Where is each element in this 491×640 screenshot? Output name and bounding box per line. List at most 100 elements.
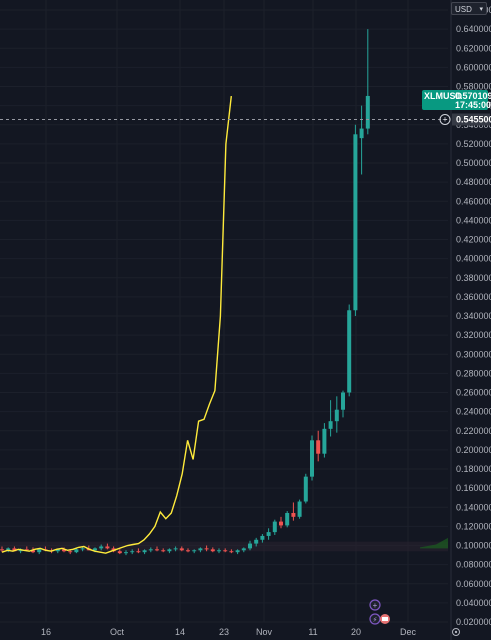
time-axis[interactable]: 16 Oct 14 23 Nov 11 20 Dec bbox=[41, 627, 417, 637]
volume-band-tail bbox=[420, 537, 448, 549]
y-tick-label: 0.440000 bbox=[456, 215, 491, 225]
crosshair-price-box bbox=[452, 113, 490, 126]
candle-body bbox=[68, 551, 73, 553]
price-axis[interactable]: 0.6600000.6400000.6200000.6000000.580000… bbox=[456, 5, 491, 627]
candle-body bbox=[161, 550, 166, 552]
candle-body bbox=[334, 409, 339, 422]
candle-body bbox=[31, 550, 35, 553]
y-tick-label: 0.380000 bbox=[456, 273, 491, 283]
x-tick-label: 20 bbox=[351, 627, 361, 637]
candle-body bbox=[12, 548, 17, 552]
add-alert-plus-glyph: + bbox=[442, 114, 447, 124]
candle-body bbox=[179, 548, 184, 551]
y-tick-label: 0.620000 bbox=[456, 43, 491, 53]
y-tick-label: 0.360000 bbox=[456, 292, 491, 302]
candle-body bbox=[303, 476, 308, 502]
volume-band-fill bbox=[0, 541, 448, 552]
y-tick-label: 0.640000 bbox=[456, 24, 491, 34]
y-tick-label: 0.460000 bbox=[456, 196, 491, 206]
y-tick-label: 0.580000 bbox=[456, 82, 491, 92]
candle-body bbox=[241, 548, 246, 551]
y-tick-label: 0.500000 bbox=[456, 158, 491, 168]
candle-body bbox=[55, 549, 60, 552]
event-lightning-glyph: ⚡ bbox=[373, 616, 378, 624]
candle-body bbox=[210, 549, 215, 552]
badge-price: 0.570109 bbox=[455, 91, 491, 101]
candle-body bbox=[0, 549, 4, 551]
candle-body bbox=[254, 539, 259, 544]
candle-body bbox=[124, 552, 128, 554]
candle-body bbox=[6, 548, 11, 551]
y-tick-label: 0.520000 bbox=[456, 139, 491, 149]
event-flag-stripes bbox=[382, 617, 388, 621]
y-tick-label: 0.200000 bbox=[456, 445, 491, 455]
compare-series-line bbox=[1, 96, 232, 554]
settings-gear-icon[interactable] bbox=[452, 628, 460, 636]
event-markers[interactable]: + ⚡ bbox=[369, 599, 390, 625]
candle-body bbox=[359, 128, 364, 139]
candle-body bbox=[167, 549, 172, 552]
candlestick-series bbox=[0, 29, 370, 556]
candle-body bbox=[235, 550, 240, 553]
candle-body bbox=[248, 543, 252, 549]
y-tick-label: 0.040000 bbox=[456, 598, 491, 608]
x-tick-label: 11 bbox=[308, 627, 317, 637]
x-tick-label: 14 bbox=[175, 627, 185, 637]
candle-body bbox=[297, 501, 302, 517]
candle-body bbox=[266, 532, 271, 536]
volume-band bbox=[0, 537, 448, 552]
candle-body bbox=[80, 548, 85, 550]
candle-body bbox=[198, 548, 203, 551]
x-tick-label: Oct bbox=[110, 627, 125, 637]
event-plus-glyph: + bbox=[373, 601, 378, 610]
y-tick-label: 0.080000 bbox=[456, 560, 491, 570]
candle-body bbox=[291, 512, 296, 517]
candle-body bbox=[353, 134, 358, 311]
candle-body bbox=[74, 549, 79, 553]
candle-body bbox=[117, 551, 122, 554]
candle-body bbox=[136, 551, 141, 553]
badge-symbol: XLMUSD bbox=[424, 91, 463, 101]
candle-body bbox=[341, 392, 345, 410]
candle-body bbox=[229, 551, 234, 553]
candle-body bbox=[24, 549, 29, 551]
y-tick-label: 0.100000 bbox=[456, 541, 491, 551]
candle-body bbox=[322, 428, 327, 454]
y-tick-label: 0.340000 bbox=[456, 311, 491, 321]
candle-body bbox=[105, 546, 110, 549]
candle-body bbox=[62, 549, 66, 552]
candle-body bbox=[260, 535, 265, 540]
x-tick-label: Nov bbox=[256, 627, 273, 637]
add-alert-plus-icon[interactable] bbox=[439, 113, 451, 125]
last-price-badge-box bbox=[422, 89, 488, 110]
candle-body bbox=[279, 521, 283, 526]
y-tick-label: 0.120000 bbox=[456, 521, 491, 531]
candle-body bbox=[192, 550, 197, 552]
candle-body bbox=[217, 550, 221, 552]
y-tick-label: 0.240000 bbox=[456, 407, 491, 417]
candle-body bbox=[204, 548, 209, 550]
y-tick-label: 0.180000 bbox=[456, 464, 491, 474]
y-tick-label: 0.060000 bbox=[456, 579, 491, 589]
x-tick-label: 23 bbox=[219, 627, 229, 637]
currency-select[interactable]: USD ▾ bbox=[451, 2, 487, 15]
candle-body bbox=[285, 512, 290, 526]
y-tick-label: 0.260000 bbox=[456, 388, 491, 398]
event-plus-icon[interactable] bbox=[369, 599, 381, 611]
y-tick-label: 0.160000 bbox=[456, 483, 491, 493]
candle-body bbox=[316, 440, 321, 454]
y-tick-label: 0.320000 bbox=[456, 330, 491, 340]
x-tick-label: 16 bbox=[41, 627, 51, 637]
y-tick-label: 0.300000 bbox=[456, 349, 491, 359]
y-tick-label: 0.220000 bbox=[456, 426, 491, 436]
y-tick-label: 0.140000 bbox=[456, 502, 491, 512]
y-tick-label: 0.400000 bbox=[456, 254, 491, 264]
candle-body bbox=[223, 550, 228, 552]
candle-body bbox=[37, 549, 42, 553]
candle-body bbox=[142, 550, 147, 553]
y-tick-label: 0.600000 bbox=[456, 62, 491, 72]
x-tick-label: Dec bbox=[400, 627, 417, 637]
y-tick-label: 0.280000 bbox=[456, 368, 491, 378]
